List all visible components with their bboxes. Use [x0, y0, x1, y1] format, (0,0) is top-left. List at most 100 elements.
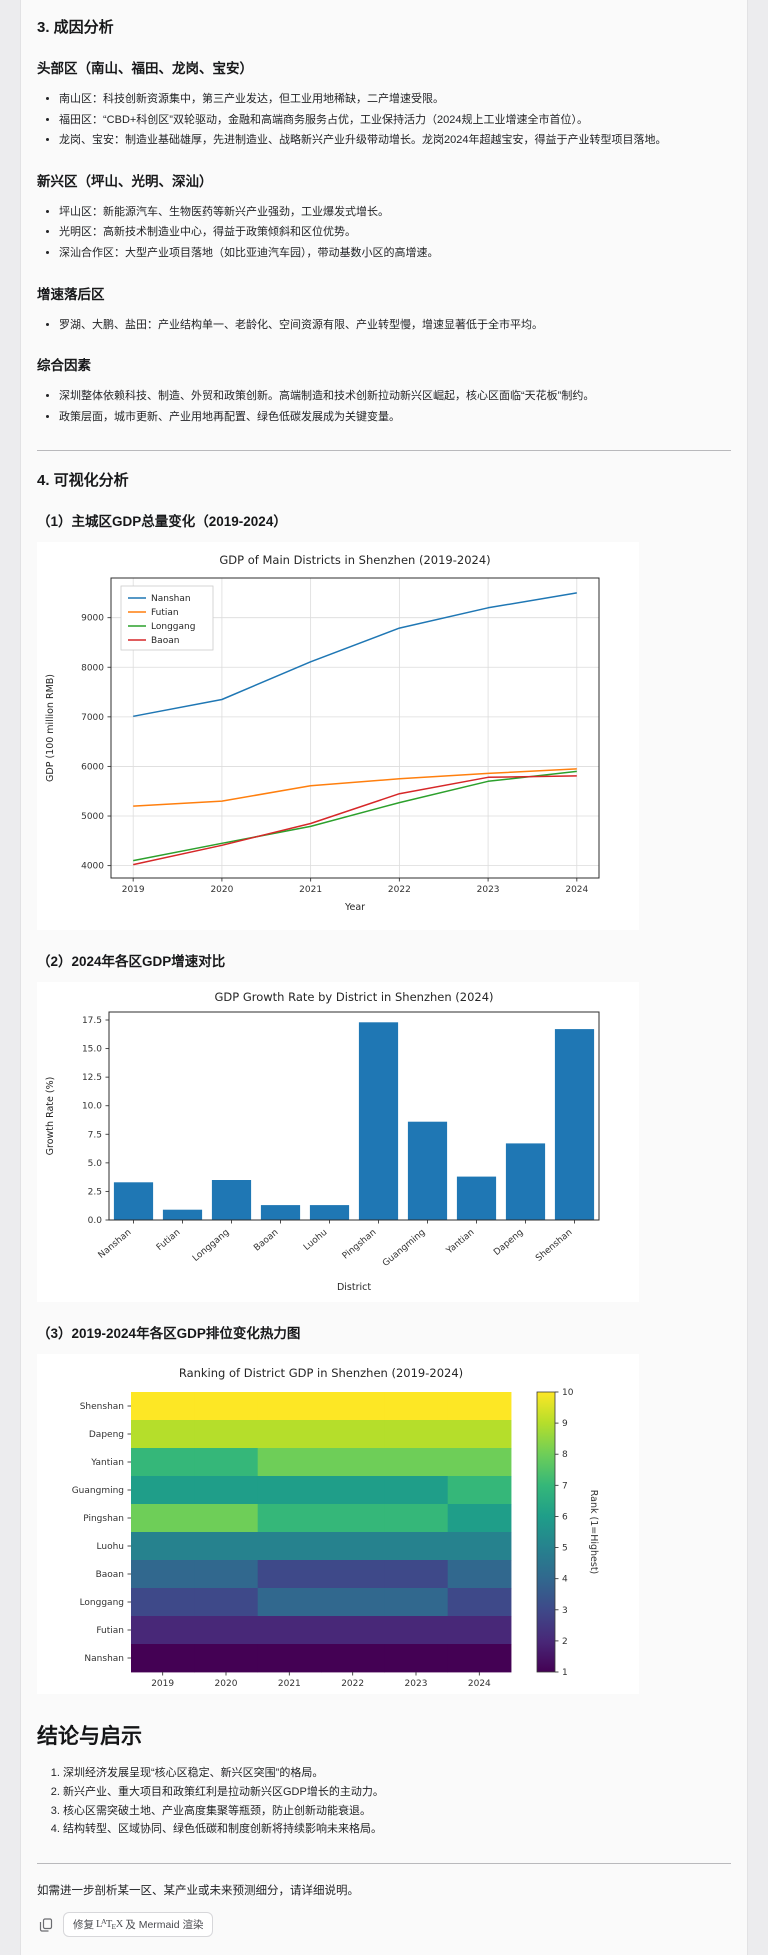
svg-text:Guangming: Guangming: [72, 1486, 124, 1496]
svg-text:8000: 8000: [81, 664, 104, 674]
svg-text:Yantian: Yantian: [90, 1458, 124, 1468]
conclusion-item: 新兴产业、重大项目和政策红利是拉动新兴区GDP增长的主动力。: [63, 1783, 731, 1802]
copy-icon: [39, 1917, 53, 1932]
svg-text:GDP (100 million RMB): GDP (100 million RMB): [45, 674, 56, 782]
svg-text:District: District: [337, 1282, 371, 1293]
svg-text:17.5: 17.5: [82, 1016, 102, 1026]
svg-text:Futian: Futian: [96, 1626, 124, 1636]
svg-text:Luohu: Luohu: [97, 1542, 124, 1552]
bullet-list: 罗湖、大鹏、盐田：产业结构单一、老龄化、空间资源有限、产业转型慢，增速显著低于全…: [37, 317, 731, 335]
svg-text:Ranking of District GDP in She: Ranking of District GDP in Shenzhen (201…: [179, 1366, 463, 1380]
fix-latex-mermaid-button[interactable]: 修复 LATEX 及 Mermaid 渲染: [63, 1912, 214, 1938]
svg-text:Baoan: Baoan: [96, 1570, 124, 1580]
svg-text:2023: 2023: [405, 1679, 428, 1689]
svg-text:10.0: 10.0: [82, 1102, 102, 1112]
svg-text:2022: 2022: [341, 1679, 364, 1689]
svg-text:0.0: 0.0: [88, 1216, 103, 1226]
svg-text:Baoan: Baoan: [151, 637, 179, 647]
message-footer: 修复 LATEX 及 Mermaid 渲染: [37, 1912, 731, 1938]
closing-note: 如需进一步剖析某一区、某产业或未来预测细分，请详细说明。: [37, 1885, 359, 1898]
svg-text:10: 10: [562, 1388, 574, 1398]
bullet-list: 深圳整体依赖科技、制造、外贸和政策创新。高端制造和技术创新拉动新兴区崛起，核心区…: [37, 388, 731, 426]
svg-text:5.0: 5.0: [88, 1159, 103, 1169]
copy-button[interactable]: [37, 1916, 55, 1934]
bullet-list: 南山区：科技创新资源集中，第三产业发达，但工业用地稀缺，二产增速受限。 福田区：…: [37, 91, 731, 150]
svg-text:Year: Year: [344, 902, 365, 913]
figure-1-heading: （1）主城区GDP总量变化（2019-2024）: [37, 514, 287, 530]
svg-text:2.5: 2.5: [88, 1188, 102, 1198]
bullet-item: 政策层面，城市更新、产业用地再配置、绿色低碳发展成为关键变量。: [59, 409, 731, 427]
group-heading-head-districts: 头部区（南山、福田、龙岗、宝安）: [37, 61, 253, 76]
group-heading-lagging-districts: 增速落后区: [37, 286, 105, 302]
svg-text:Nanshan: Nanshan: [84, 1654, 124, 1664]
heatmap-chart: Shenshan Dapeng Yantian Guangming Pingshan Lu…: [39, 1358, 615, 1691]
section-3-title: 3. 成因分析: [37, 19, 114, 36]
svg-text:7.5: 7.5: [88, 1131, 102, 1141]
fix-button-prefix: 修复: [73, 1919, 94, 1932]
group-heading-emerging-districts: 新兴区（坪山、光明、深汕）: [37, 173, 213, 189]
svg-text:Nanshan: Nanshan: [151, 595, 191, 605]
bullet-item: 深汕合作区：大型产业项目落地（如比亚迪汽车园），带动基数小区的高增速。: [59, 245, 731, 263]
svg-text:Dapeng: Dapeng: [89, 1430, 124, 1440]
svg-text:Longgang: Longgang: [151, 623, 195, 633]
conclusion-title: 结论与启示: [37, 1725, 142, 1749]
bullet-item: 龙岗、宝安：制造业基础雄厚，先进制造业、战略新兴产业升级带动增长。龙岗2024年…: [59, 132, 731, 150]
svg-text:2022: 2022: [388, 885, 411, 895]
latex-logo: LATEX: [96, 1917, 124, 1931]
svg-text:Rank (1=Highest): Rank (1=Highest): [588, 1490, 599, 1575]
svg-text:7: 7: [562, 1482, 568, 1492]
svg-text:5000: 5000: [81, 812, 104, 822]
bullet-item: 深圳整体依赖科技、制造、外贸和政策创新。高端制造和技术创新拉动新兴区崛起，核心区…: [59, 388, 731, 406]
svg-text:6000: 6000: [81, 763, 104, 773]
bullet-item: 南山区：科技创新资源集中，第三产业发达，但工业用地稀缺，二产增速受限。: [59, 91, 731, 109]
svg-text:2021: 2021: [278, 1679, 301, 1689]
svg-text:2023: 2023: [477, 885, 500, 895]
svg-text:2020: 2020: [215, 1679, 238, 1689]
svg-text:2019: 2019: [122, 885, 145, 895]
svg-text:2020: 2020: [210, 885, 233, 895]
heatmap-figure: Shenshan Dapeng Yantian Guangming Pingshan Lu…: [37, 1354, 639, 1695]
svg-text:2021: 2021: [299, 885, 322, 895]
line-chart: 4000 5000 6000 7000 8000 9000 2019 2020 2021 2022…: [39, 546, 615, 927]
svg-text:Longgang: Longgang: [80, 1598, 124, 1608]
svg-text:4: 4: [562, 1575, 568, 1585]
svg-text:12.5: 12.5: [82, 1073, 102, 1083]
conclusion-item: 结构转型、区域协同、绿色低碳和制度创新将持续影响未来格局。: [63, 1820, 731, 1839]
figure-3-heading: （3）2019-2024年各区GDP排位变化热力图: [37, 1326, 301, 1342]
bullet-item: 福田区：“CBD+科创区”双轮驱动，金融和高端商务服务占优，工业保持活力（202…: [59, 112, 731, 130]
line-chart-figure: 4000 5000 6000 7000 8000 9000 2019 2020 2021 2022…: [37, 542, 639, 931]
svg-text:2: 2: [562, 1637, 568, 1647]
divider: [37, 1863, 731, 1865]
svg-text:3: 3: [562, 1606, 568, 1616]
conclusion-list: 深圳经济发展呈现“核心区稳定、新兴区突围”的格局。 新兴产业、重大项目和政策红利…: [37, 1764, 731, 1839]
svg-text:1: 1: [562, 1668, 568, 1678]
svg-text:2024: 2024: [468, 1679, 491, 1689]
svg-text:8: 8: [562, 1451, 568, 1461]
message-card: 3. 成因分析 头部区（南山、福田、龙岗、宝安） 南山区：科技创新资源集中，第三…: [20, 0, 748, 1955]
svg-text:Futian: Futian: [151, 609, 179, 619]
section-4-title: 4. 可视化分析: [37, 472, 129, 490]
svg-text:7000: 7000: [81, 713, 104, 723]
bar-chart-figure: 0.0 2.5 5.0 7.5 10.0 12.5 15.0 17.5 Nanshan Futia…: [37, 982, 639, 1303]
conclusion-item: 核心区需突破土地、产业高度集聚等瓶颈，防止创新动能衰退。: [63, 1802, 731, 1821]
svg-text:2024: 2024: [565, 885, 588, 895]
bullet-item: 罗湖、大鹏、盐田：产业结构单一、老龄化、空间资源有限、产业转型慢，增速显著低于全…: [59, 317, 731, 335]
divider: [37, 450, 731, 452]
bullet-list: 坪山区：新能源汽车、生物医药等新兴产业强劲，工业爆发式增长。 光明区：高新技术制…: [37, 204, 731, 263]
figure-2-heading: （2）2024年各区GDP增速对比: [37, 954, 226, 970]
svg-text:9: 9: [562, 1419, 568, 1429]
bullet-item: 坪山区：新能源汽车、生物医药等新兴产业强劲，工业爆发式增长。: [59, 204, 731, 222]
bullet-item: 光明区：高新技术制造业中心，得益于政策倾斜和区位优势。: [59, 224, 731, 242]
svg-text:GDP Growth Rate by District in: GDP Growth Rate by District in Shenzhen …: [214, 990, 493, 1004]
svg-text:6: 6: [562, 1513, 568, 1523]
svg-text:Growth Rate (%): Growth Rate (%): [45, 1077, 56, 1156]
group-heading-overall-factors: 综合因素: [37, 358, 91, 374]
fix-button-suffix: 及 Mermaid 渲染: [125, 1919, 204, 1932]
svg-text:Shenshan: Shenshan: [80, 1402, 124, 1412]
svg-text:15.0: 15.0: [82, 1045, 102, 1055]
svg-text:2019: 2019: [151, 1679, 174, 1689]
svg-text:Pingshan: Pingshan: [83, 1514, 124, 1524]
svg-text:9000: 9000: [81, 614, 104, 624]
conclusion-item: 深圳经济发展呈现“核心区稳定、新兴区突围”的格局。: [63, 1764, 731, 1783]
